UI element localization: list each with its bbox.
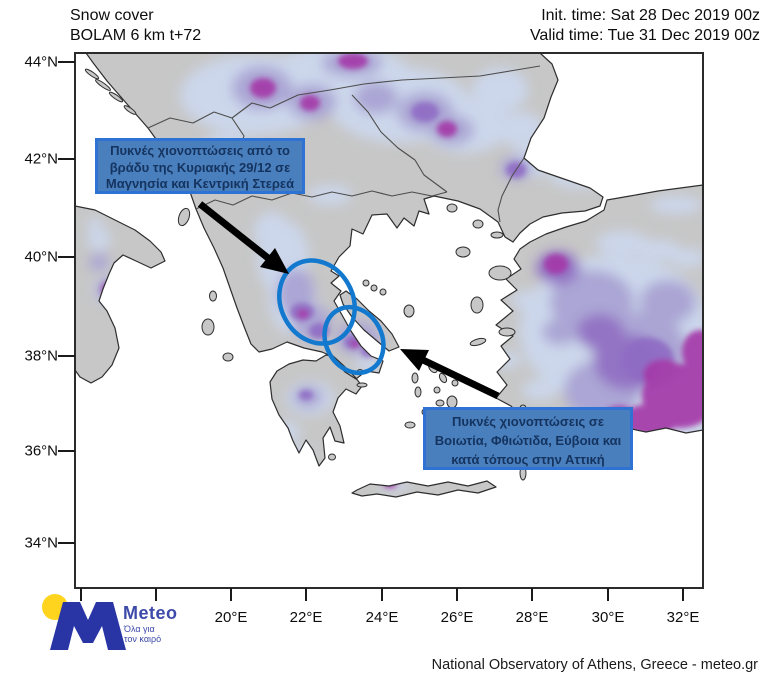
lat-label-44n: 44°N (24, 53, 58, 71)
meteo-logo-mark (42, 594, 126, 650)
callout-box-magnesia: Πυκνές χιονοπτώσεις από το βράδυ της Κυρ… (95, 138, 305, 194)
lat-label-38n: 38°N (24, 347, 58, 365)
logo-m-icon (50, 602, 126, 650)
init-time-label: Init. time: Sat 28 Dec 2019 00z (541, 7, 760, 24)
lat-label-40n: 40°N (24, 248, 58, 266)
callout-line: βράδυ της Κυριακής 29/12 σε (109, 159, 291, 175)
meteo-brand-text: Meteo (123, 603, 178, 623)
lon-label-32e: 32°E (666, 609, 700, 626)
callout-line: Πυκνές χιονοπτώσεις από το (110, 143, 290, 158)
lon-label-20e: 20°E (214, 609, 248, 626)
model-run-label: BOLAM 6 km t+72 (70, 27, 202, 44)
callout-box-viotia: Πυκνές χιονοπτώσεις σε Βοιωτία, Φθιώτιδα… (423, 407, 633, 470)
lon-label-22e: 22°E (289, 609, 323, 626)
callout-line: κατά τόπους στην Αττική (451, 452, 605, 467)
meteo-tagline-line2: τον καιρό (124, 634, 162, 644)
callout-line: Βοιωτία, Φθιώτιδα, Εύβοια και (434, 433, 622, 448)
axis-ticks (58, 61, 684, 601)
highlight-ellipse-magnesia (277, 258, 357, 346)
highlight-ellipse-evia (322, 304, 386, 376)
product-title: Snow cover (70, 7, 154, 24)
callout-line: Πυκνές χιονοπτώσεις σε (451, 414, 604, 429)
header-right: Init. time: Sat 28 Dec 2019 00z Valid ti… (530, 6, 760, 46)
lat-label-36n: 36°N (24, 442, 58, 460)
lon-label-26e: 26°E (440, 609, 474, 626)
snow-cover-cores (102, 53, 703, 488)
header-left: Snow cover BOLAM 6 km t+72 (70, 6, 201, 46)
lon-label-28e: 28°E (515, 609, 549, 626)
lon-label-30e: 30°E (591, 609, 625, 626)
attribution-text: National Observatory of Athens, Greece -… (431, 657, 758, 673)
meteo-tagline-line1: Όλα για (124, 624, 155, 634)
map-frame (74, 52, 704, 589)
valid-time-label: Valid time: Tue 31 Dec 2019 00z (529, 27, 760, 44)
lat-label-34n: 34°N (24, 534, 58, 552)
arrow-2 (400, 349, 500, 400)
lat-label-42n: 42°N (24, 150, 58, 168)
arrow-1 (197, 201, 289, 274)
callout-line: Μαγνησία και Κεντρική Στερεά (105, 176, 295, 191)
lon-label-24e: 24°E (365, 609, 399, 626)
